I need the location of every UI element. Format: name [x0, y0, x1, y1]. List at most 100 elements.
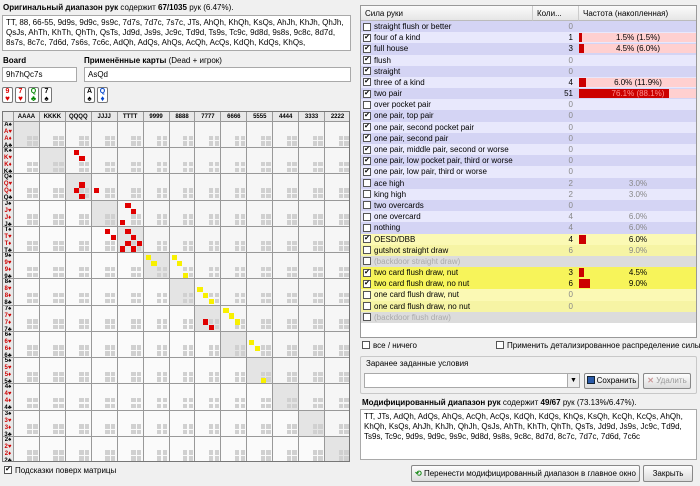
matrix-cell[interactable] [91, 410, 118, 437]
matrix-cell[interactable] [221, 436, 248, 461]
matrix-cell[interactable] [325, 410, 349, 437]
matrix-cell[interactable] [143, 331, 170, 359]
matrix-cell[interactable] [273, 436, 300, 461]
matrix-cell[interactable] [299, 358, 326, 385]
strength-row[interactable]: one overcard 4 6.0% [361, 211, 696, 223]
row-checkbox[interactable] [363, 290, 371, 299]
matrix-cell[interactable] [325, 174, 349, 201]
row-checkbox[interactable] [363, 190, 371, 199]
matrix-cell[interactable] [299, 436, 326, 461]
matrix-cell[interactable] [91, 226, 118, 254]
matrix-cell[interactable] [14, 384, 40, 411]
matrix-cell[interactable] [91, 253, 118, 280]
row-checkbox[interactable] [363, 223, 371, 232]
row-checkbox[interactable] [363, 313, 371, 322]
matrix-cell[interactable] [117, 253, 144, 280]
matrix-cell[interactable] [143, 200, 170, 227]
hand-matrix[interactable]: AAAA KKKK QQQQ JJJJ TTTT 9999 8888 7777 6666 5555… [2, 111, 350, 462]
matrix-cell[interactable] [65, 331, 92, 359]
matrix-cell[interactable] [247, 331, 274, 359]
matrix-cell[interactable] [91, 279, 118, 306]
row-checkbox[interactable] [363, 179, 371, 188]
matrix-cell[interactable] [14, 226, 40, 254]
matrix-cell[interactable] [195, 174, 222, 201]
matrix-cell[interactable] [143, 226, 170, 254]
matrix-cell[interactable] [169, 253, 196, 280]
matrix-cell[interactable] [221, 279, 248, 306]
matrix-cell[interactable] [325, 148, 349, 175]
row-checkbox[interactable] [363, 212, 371, 221]
matrix-cell[interactable] [169, 226, 196, 254]
all-none-checkbox[interactable] [362, 341, 370, 349]
strength-row[interactable]: gutshot straight draw 6 9.0% [361, 244, 696, 256]
row-checkbox[interactable]: ✔ [363, 33, 371, 42]
overlay-checkbox[interactable]: ✔ [4, 466, 12, 474]
matrix-cell[interactable] [39, 148, 66, 175]
strength-row[interactable]: one card flush draw, nut 0 [361, 289, 696, 301]
matrix-cell[interactable] [299, 279, 326, 306]
matrix-cell[interactable] [221, 253, 248, 280]
matrix-cell[interactable] [273, 174, 300, 201]
row-checkbox[interactable] [363, 22, 371, 31]
matrix-cell[interactable] [221, 331, 248, 359]
row-checkbox[interactable]: ✔ [363, 279, 371, 288]
strength-row[interactable]: ace high 2 3.0% [361, 177, 696, 189]
matrix-cell[interactable] [65, 436, 92, 461]
strength-row[interactable]: ✔ one pair, top pair 0 [361, 110, 696, 122]
matrix-cell[interactable] [39, 279, 66, 306]
matrix-cell[interactable] [14, 410, 40, 437]
matrix-cell[interactable] [91, 358, 118, 385]
matrix-cell[interactable] [91, 122, 118, 149]
matrix-cell[interactable] [195, 148, 222, 175]
matrix-cell[interactable] [143, 305, 170, 332]
row-checkbox[interactable]: ✔ [363, 123, 371, 132]
board-input[interactable]: 9h7hQc7s [2, 67, 77, 82]
matrix-cell[interactable] [273, 122, 300, 149]
row-checkbox[interactable] [363, 246, 371, 255]
matrix-cell[interactable] [247, 148, 274, 175]
matrix-cell[interactable] [221, 200, 248, 227]
delete-button[interactable]: ✕ Удалить [643, 373, 691, 389]
matrix-cell[interactable] [39, 226, 66, 254]
matrix-cell[interactable] [273, 148, 300, 175]
strength-row[interactable]: ✔ two pair 51 76.1% (88.1%) [361, 88, 696, 100]
matrix-cell[interactable] [14, 200, 40, 227]
matrix-cell[interactable] [39, 331, 66, 359]
matrix-cell[interactable] [39, 358, 66, 385]
matrix-cell[interactable] [117, 305, 144, 332]
matrix-cell[interactable] [65, 305, 92, 332]
save-button[interactable]: Сохранить [584, 373, 639, 389]
row-checkbox[interactable]: ✔ [363, 78, 371, 87]
strength-row[interactable]: over pocket pair 0 [361, 99, 696, 111]
matrix-cell[interactable] [247, 200, 274, 227]
matrix-cell[interactable] [117, 200, 144, 227]
strength-row[interactable]: ✔ one pair, second pocket pair 0 [361, 121, 696, 133]
matrix-cell[interactable] [273, 331, 300, 359]
matrix-cell[interactable] [91, 200, 118, 227]
matrix-cell[interactable] [65, 174, 92, 201]
matrix-cell[interactable] [117, 436, 144, 461]
matrix-cell[interactable] [169, 358, 196, 385]
matrix-cell[interactable] [65, 358, 92, 385]
matrix-cell[interactable] [325, 331, 349, 359]
matrix-cell[interactable] [65, 148, 92, 175]
matrix-cell[interactable] [117, 174, 144, 201]
matrix-cell[interactable] [299, 200, 326, 227]
matrix-cell[interactable] [14, 331, 40, 359]
matrix-cell[interactable] [195, 200, 222, 227]
matrix-cell[interactable] [273, 226, 300, 254]
matrix-cell[interactable] [247, 279, 274, 306]
row-checkbox[interactable]: ✔ [363, 156, 371, 165]
matrix-cell[interactable] [65, 410, 92, 437]
col-header-strength[interactable]: Сила руки [361, 6, 533, 21]
matrix-cell[interactable] [169, 174, 196, 201]
matrix-cell[interactable] [39, 122, 66, 149]
mod-range-text[interactable]: TT, JTs, AdQh, AdQs, AhQs, AcQh, AcQs, K… [360, 409, 697, 460]
row-checkbox[interactable]: ✔ [363, 67, 371, 76]
strength-row[interactable]: ✔ three of a kind 4 6.0% (11.9%) [361, 76, 696, 89]
strength-row[interactable]: ✔ one pair, second pair 0 [361, 132, 696, 145]
strength-row[interactable]: two overcards 0 [361, 199, 696, 212]
strength-row[interactable]: one card flush draw, no nut 0 [361, 300, 696, 312]
matrix-cell[interactable] [39, 436, 66, 461]
matrix-cell[interactable] [117, 358, 144, 385]
